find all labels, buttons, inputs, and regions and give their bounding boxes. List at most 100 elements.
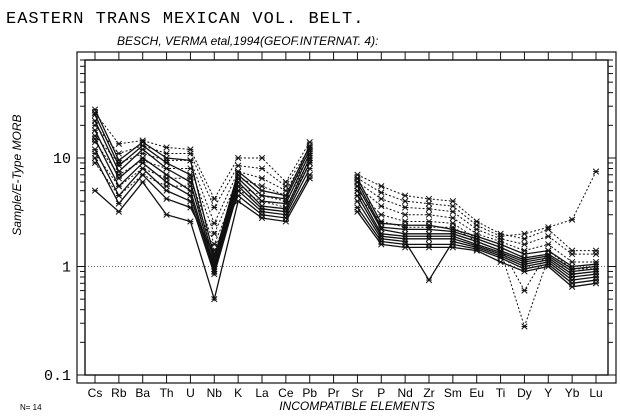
data-point	[163, 211, 170, 218]
data-point	[449, 235, 457, 242]
data-point	[139, 150, 146, 157]
data-point	[234, 162, 242, 169]
data-point	[521, 323, 528, 330]
x-tick-label: Rb	[111, 386, 127, 400]
data-point	[211, 230, 218, 237]
series-line	[94, 162, 311, 253]
series-8	[91, 175, 600, 303]
data-point	[258, 187, 266, 194]
data-point	[401, 204, 409, 211]
data-point	[234, 154, 242, 162]
data-point	[568, 270, 576, 278]
data-point	[258, 202, 266, 210]
data-point	[592, 258, 600, 266]
data-point	[592, 280, 600, 287]
x-tick-label: Nb	[207, 386, 223, 400]
x-tick-label: Nd	[397, 386, 412, 400]
series-line	[94, 138, 311, 274]
data-point	[91, 122, 99, 129]
data-point	[91, 154, 99, 162]
data-point	[378, 195, 385, 203]
data-point	[91, 187, 99, 194]
series-line	[356, 177, 597, 268]
data-point	[187, 157, 194, 164]
plot-frame	[76, 51, 617, 384]
x-tick-label: Yb	[565, 386, 580, 400]
data-point	[568, 216, 576, 223]
outer-border	[76, 51, 617, 384]
data-point	[425, 276, 433, 284]
series-10	[91, 122, 600, 240]
data-point	[425, 200, 433, 207]
data-point	[282, 204, 290, 211]
data-point	[449, 198, 457, 205]
x-tick-label: Sm	[444, 386, 462, 400]
data-point	[568, 265, 576, 273]
x-tick-label: Y	[544, 386, 552, 400]
x-tick-label: Ce	[278, 386, 294, 400]
data-point	[401, 218, 409, 225]
data-point	[592, 270, 600, 278]
data-point	[234, 168, 242, 175]
data-point	[497, 258, 504, 266]
x-tick-label: Eu	[469, 386, 484, 400]
data-point	[91, 109, 99, 117]
data-point	[425, 205, 433, 212]
sample-count-label: N= 14	[20, 403, 42, 412]
data-point	[91, 127, 99, 134]
data-point	[568, 283, 576, 290]
x-tick-label: U	[186, 386, 195, 400]
x-tick-label: P	[377, 386, 385, 400]
data-point	[354, 183, 361, 190]
data-point	[282, 198, 290, 205]
x-tick-labels: Cs Rb Ba Th U Nb K La Ce Pb Pr Sr P Nd Zr Sm Eu Ti Dy Y Yb Lu	[88, 386, 603, 400]
data-point	[91, 159, 99, 167]
data-point	[473, 226, 480, 233]
x-tick-label: Lu	[589, 386, 602, 400]
chart-title: EASTERN TRANS MEXICAN VOL. BELT.	[6, 10, 364, 29]
data-point	[258, 183, 266, 190]
data-point	[211, 270, 218, 278]
x-tick-label: Sr	[351, 386, 363, 400]
data-point	[163, 195, 170, 203]
data-point	[449, 202, 457, 210]
data-point	[521, 235, 528, 242]
data-point	[592, 273, 600, 281]
data-point	[306, 175, 313, 182]
data-point	[568, 250, 576, 258]
data-point	[258, 198, 266, 205]
series-line	[94, 125, 311, 209]
data-point	[473, 238, 480, 245]
data-point	[425, 218, 433, 225]
data-point	[115, 192, 123, 199]
series-line	[94, 114, 311, 265]
data-point	[139, 178, 146, 186]
series-14	[91, 159, 600, 330]
data-point	[115, 140, 123, 148]
data-point	[187, 204, 194, 211]
y-tick-label: 0.1	[44, 368, 71, 385]
data-point	[258, 214, 266, 222]
data-point	[211, 296, 218, 303]
series-13	[91, 150, 600, 294]
data-point	[187, 165, 194, 172]
x-tick-label: La	[255, 386, 269, 400]
data-point	[521, 287, 528, 294]
data-point	[139, 137, 146, 144]
data-point	[258, 175, 266, 182]
chart-subtitle: BESCH, VERMA etal,1994(GEOF.INTERNAT. 4)…	[117, 34, 378, 48]
x-tick-label: Ba	[135, 386, 150, 400]
data-point	[163, 165, 170, 172]
data-point	[449, 208, 457, 215]
data-point	[139, 142, 146, 149]
data-point	[425, 211, 433, 218]
data-point	[163, 175, 170, 182]
y-tick-labels: 10 1 0.1	[44, 151, 71, 385]
data-point	[425, 195, 433, 203]
data-point	[163, 150, 170, 157]
data-point	[187, 218, 194, 225]
data-point	[378, 241, 385, 248]
data-point	[449, 244, 457, 251]
data-point	[378, 189, 385, 196]
data-point	[91, 150, 99, 157]
